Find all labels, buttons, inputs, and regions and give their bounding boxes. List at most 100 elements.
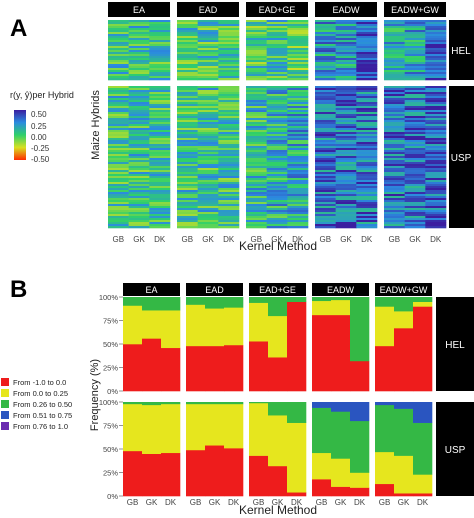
heatmap-cell (287, 22, 309, 25)
heatmap-cell (177, 198, 198, 201)
heatmap-cell (128, 202, 150, 205)
heatmap-cell (149, 130, 171, 133)
heatmap-cell (335, 180, 357, 183)
heatmap-cell (384, 210, 405, 213)
heatmap-cell (425, 60, 447, 63)
heatmap-cell (218, 176, 240, 179)
heatmap-cell (404, 30, 426, 33)
heatmap-cell (197, 48, 219, 51)
heatmap-cell (177, 62, 198, 65)
heatmap-cell (246, 106, 267, 109)
heatmap-cell (356, 168, 378, 171)
heatmap-cell (108, 178, 129, 181)
heatmap-cell (404, 96, 426, 99)
heatmap-cell (149, 162, 171, 165)
heatmap-cell (218, 184, 240, 187)
heatmap-cell (425, 132, 447, 135)
heatmap-cell (404, 208, 426, 211)
heatmap-cell (266, 184, 288, 187)
heatmap-cell (425, 140, 447, 143)
heatmap-cell (404, 46, 426, 49)
heatmap-cell (218, 44, 240, 47)
heatmap-cell (218, 206, 240, 209)
stacked-bar-segment (224, 297, 244, 308)
heatmap-cell (404, 86, 426, 89)
heatmap-cell (108, 98, 129, 101)
heatmap-cell (149, 182, 171, 185)
heatmap-cell (128, 164, 150, 167)
heatmap-cell (149, 28, 171, 31)
heatmap-cell (335, 112, 357, 115)
heatmap-cell (356, 50, 378, 53)
heatmap-cell (425, 36, 447, 39)
heatmap-cell (128, 198, 150, 201)
heatmap-cell (108, 68, 129, 71)
heatmap-cell (128, 154, 150, 157)
heatmap-cell (108, 76, 129, 79)
panel-a-x-tick: DK (430, 235, 442, 244)
heatmap-cell (356, 54, 378, 57)
heatmap-cell (384, 194, 405, 197)
heatmap-cell (197, 66, 219, 69)
heatmap-cell (177, 216, 198, 219)
heatmap-cell (287, 144, 309, 147)
heatmap-cell (425, 118, 447, 121)
heatmap-cell (177, 104, 198, 107)
heatmap-cell (218, 134, 240, 137)
heatmap-cell (177, 196, 198, 199)
stacked-bar-segment (331, 411, 351, 459)
heatmap-cell (356, 206, 378, 209)
heatmap-cell (335, 214, 357, 217)
panel-a-legend-tick: 0.00 (31, 133, 47, 142)
heatmap-cell (315, 132, 336, 135)
heatmap-cell (177, 128, 198, 131)
heatmap-cell (197, 42, 219, 45)
heatmap-cell (197, 170, 219, 173)
heatmap-cell (356, 174, 378, 177)
heatmap-cell (315, 100, 336, 103)
heatmap-cell (315, 40, 336, 43)
heatmap-cell (404, 158, 426, 161)
heatmap-cell (404, 140, 426, 143)
stacked-bar-segment (161, 402, 181, 405)
heatmap-cell (266, 44, 288, 47)
heatmap-cell (128, 216, 150, 219)
heatmap-cell (356, 98, 378, 101)
heatmap-cell (356, 106, 378, 109)
heatmap-cell (128, 156, 150, 159)
heatmap-cell (246, 72, 267, 75)
heatmap-cell (287, 110, 309, 113)
stacked-bar-segment (224, 307, 244, 346)
heatmap-cell (266, 74, 288, 77)
heatmap-cell (218, 178, 240, 181)
heatmap-cell (177, 76, 198, 79)
heatmap-cell (246, 76, 267, 79)
heatmap-cell (384, 218, 405, 221)
heatmap-cell (177, 226, 198, 229)
heatmap-cell (425, 170, 447, 173)
heatmap-cell (315, 38, 336, 41)
heatmap-cell (218, 60, 240, 63)
heatmap-cell (266, 88, 288, 91)
heatmap-cell (315, 172, 336, 175)
heatmap-cell (425, 176, 447, 179)
panel-b-facet-label: EA (145, 285, 157, 295)
heatmap-cell (384, 64, 405, 67)
heatmap-cell (287, 166, 309, 169)
heatmap-cell (287, 28, 309, 31)
stacked-bar-segment (186, 449, 206, 497)
panel-b-facet-label: EADW+GW (380, 285, 428, 295)
heatmap-cell (197, 128, 219, 131)
heatmap-cell (149, 134, 171, 137)
heatmap-cell (425, 66, 447, 69)
heatmap-cell (335, 226, 357, 229)
heatmap-cell (108, 156, 129, 159)
heatmap-cell (266, 96, 288, 99)
heatmap-cell (384, 220, 405, 223)
heatmap-cell (218, 48, 240, 51)
heatmap-cell (246, 28, 267, 31)
panel-a-facet-strip (108, 2, 170, 17)
panel-b-x-tick: DK (417, 498, 429, 507)
heatmap-cell (425, 206, 447, 209)
heatmap-cell (128, 86, 150, 89)
